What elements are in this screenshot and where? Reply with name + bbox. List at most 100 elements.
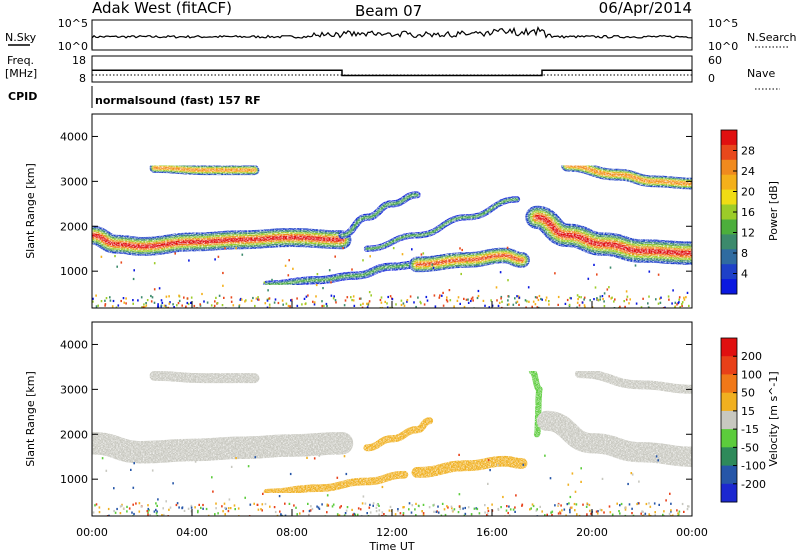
power-speckle-143 [534, 303, 537, 306]
power-speckle-398 [459, 247, 461, 250]
power-speckle-335 [290, 299, 292, 302]
power-speckle-213 [448, 289, 451, 292]
power-colorbar-tick-label-6: 4 [741, 268, 748, 281]
power-speckle-117 [659, 297, 661, 300]
power-speckle-266 [268, 303, 271, 306]
power-speckle-97 [499, 271, 502, 274]
power-speckle-224 [215, 296, 217, 299]
velocity-speckle-278 [566, 503, 569, 506]
velocity-speckle-227 [172, 482, 174, 485]
power-colorbar-tick-label-2: 20 [741, 186, 755, 199]
power-speckle-58 [264, 302, 267, 305]
velocity-speckle-176 [157, 498, 159, 501]
power-speckle-354 [409, 295, 412, 298]
velocity-speckle-7 [234, 508, 236, 511]
velocity-speckle-391 [132, 503, 134, 506]
velocity-speckle-10 [575, 503, 578, 506]
velocity-speckle-372 [450, 505, 453, 508]
velocity-speckle-122 [345, 509, 348, 512]
velocity-speckle-76 [609, 511, 612, 514]
velocity-speckle-373 [559, 512, 562, 515]
power-speckle-274 [137, 299, 139, 302]
x-axis-label: Time UT [368, 540, 414, 553]
velocity-speckle-149 [671, 514, 674, 516]
power-colorbar-swatch-3 [721, 174, 737, 191]
velocity-speckle-315 [600, 509, 603, 512]
power-speckle-103 [359, 303, 362, 306]
velocity-speckle-337 [571, 506, 573, 509]
velocity-speckle-232 [261, 503, 264, 506]
velocity-speckle-185 [514, 510, 516, 513]
velocity-speckle-301 [147, 507, 150, 511]
velocity-speckle-388 [458, 493, 461, 496]
velocity-speckle-12 [381, 511, 384, 514]
power-speckle-323 [685, 296, 687, 299]
velocity-colorbar-tick-label-1: 100 [741, 368, 762, 381]
velocity-speckle-210 [541, 510, 543, 513]
power-speckle-412 [190, 296, 193, 299]
velocity-band-1 [149, 370, 260, 384]
velocity-speckle-197 [190, 510, 193, 513]
power-speckle-203 [285, 302, 288, 305]
power-speckle-332 [190, 301, 192, 304]
power-speckle-223 [206, 301, 209, 304]
velocity-speckle-334 [616, 502, 618, 505]
power-speckle-369 [188, 259, 190, 262]
power-speckle-119 [400, 299, 403, 302]
velocity-speckle-127 [288, 502, 291, 505]
velocity-speckle-403 [458, 505, 461, 508]
velocity-speckle-396 [237, 507, 240, 510]
power-speckle-254 [467, 301, 470, 304]
power-colorbar-swatch-10 [721, 279, 737, 295]
velocity-speckle-90 [402, 512, 405, 515]
power-speckle-325 [177, 302, 180, 305]
velocity-speckle-108 [126, 505, 128, 508]
velocity-speckle-35 [459, 507, 462, 511]
power-speckle-106 [668, 298, 670, 301]
velocity-speckle-415 [508, 505, 510, 508]
velocity-colorbar-frame [720, 337, 738, 503]
power-speckle-91 [258, 298, 260, 301]
velocity-speckle-192 [569, 495, 572, 499]
velocity-speckle-375 [318, 454, 321, 457]
velocity-speckle-110 [138, 510, 141, 513]
power-speckle-231 [367, 303, 369, 306]
velocity-speckle-126 [557, 512, 560, 515]
velocity-speckle-253 [567, 483, 570, 486]
power-speckle-299 [240, 298, 243, 301]
nsky-trace [91, 26, 692, 49]
velocity-speckle-286 [183, 509, 186, 512]
velocity-speckle-323 [486, 512, 489, 515]
velocity-speckle-184 [506, 505, 508, 508]
velocity-speckle-413 [522, 463, 525, 466]
velocity-speckle-414 [654, 514, 656, 516]
velocity-speckle-379 [156, 504, 158, 507]
velocity-speckle-85 [302, 510, 305, 513]
velocity-speckle-328 [681, 502, 684, 506]
power-speckle-65 [169, 301, 171, 304]
power-speckle-273 [576, 301, 579, 304]
velocity-speckle-34 [229, 507, 232, 510]
velocity-speckle-115 [140, 505, 143, 508]
velocity-speckle-40 [326, 494, 329, 497]
velocity-speckle-98 [551, 510, 554, 513]
power-speckle-348 [313, 301, 316, 304]
velocity-speckle-117 [162, 507, 164, 510]
velocity-speckle-366 [632, 514, 635, 516]
velocity-speckle-116 [116, 507, 118, 511]
power-speckle-60 [463, 297, 465, 300]
power-colorbar-swatch-0 [721, 130, 737, 146]
freq-tick-bottom: 8 [79, 72, 86, 85]
xtick-label-3: 12:00 [376, 526, 408, 539]
velocity-speckle-150 [422, 514, 425, 516]
velocity-speckle-304 [133, 512, 135, 516]
power-speckle-269 [223, 296, 225, 299]
power-speckle-157 [495, 286, 498, 289]
velocity-speckle-145 [169, 506, 172, 509]
power-speckle-209 [569, 296, 571, 300]
power-speckle-383 [516, 295, 518, 298]
velocity-speckle-174 [463, 514, 466, 516]
power-speckle-21 [434, 305, 437, 308]
power-speckle-154 [230, 296, 233, 299]
power-speckle-349 [252, 296, 254, 300]
